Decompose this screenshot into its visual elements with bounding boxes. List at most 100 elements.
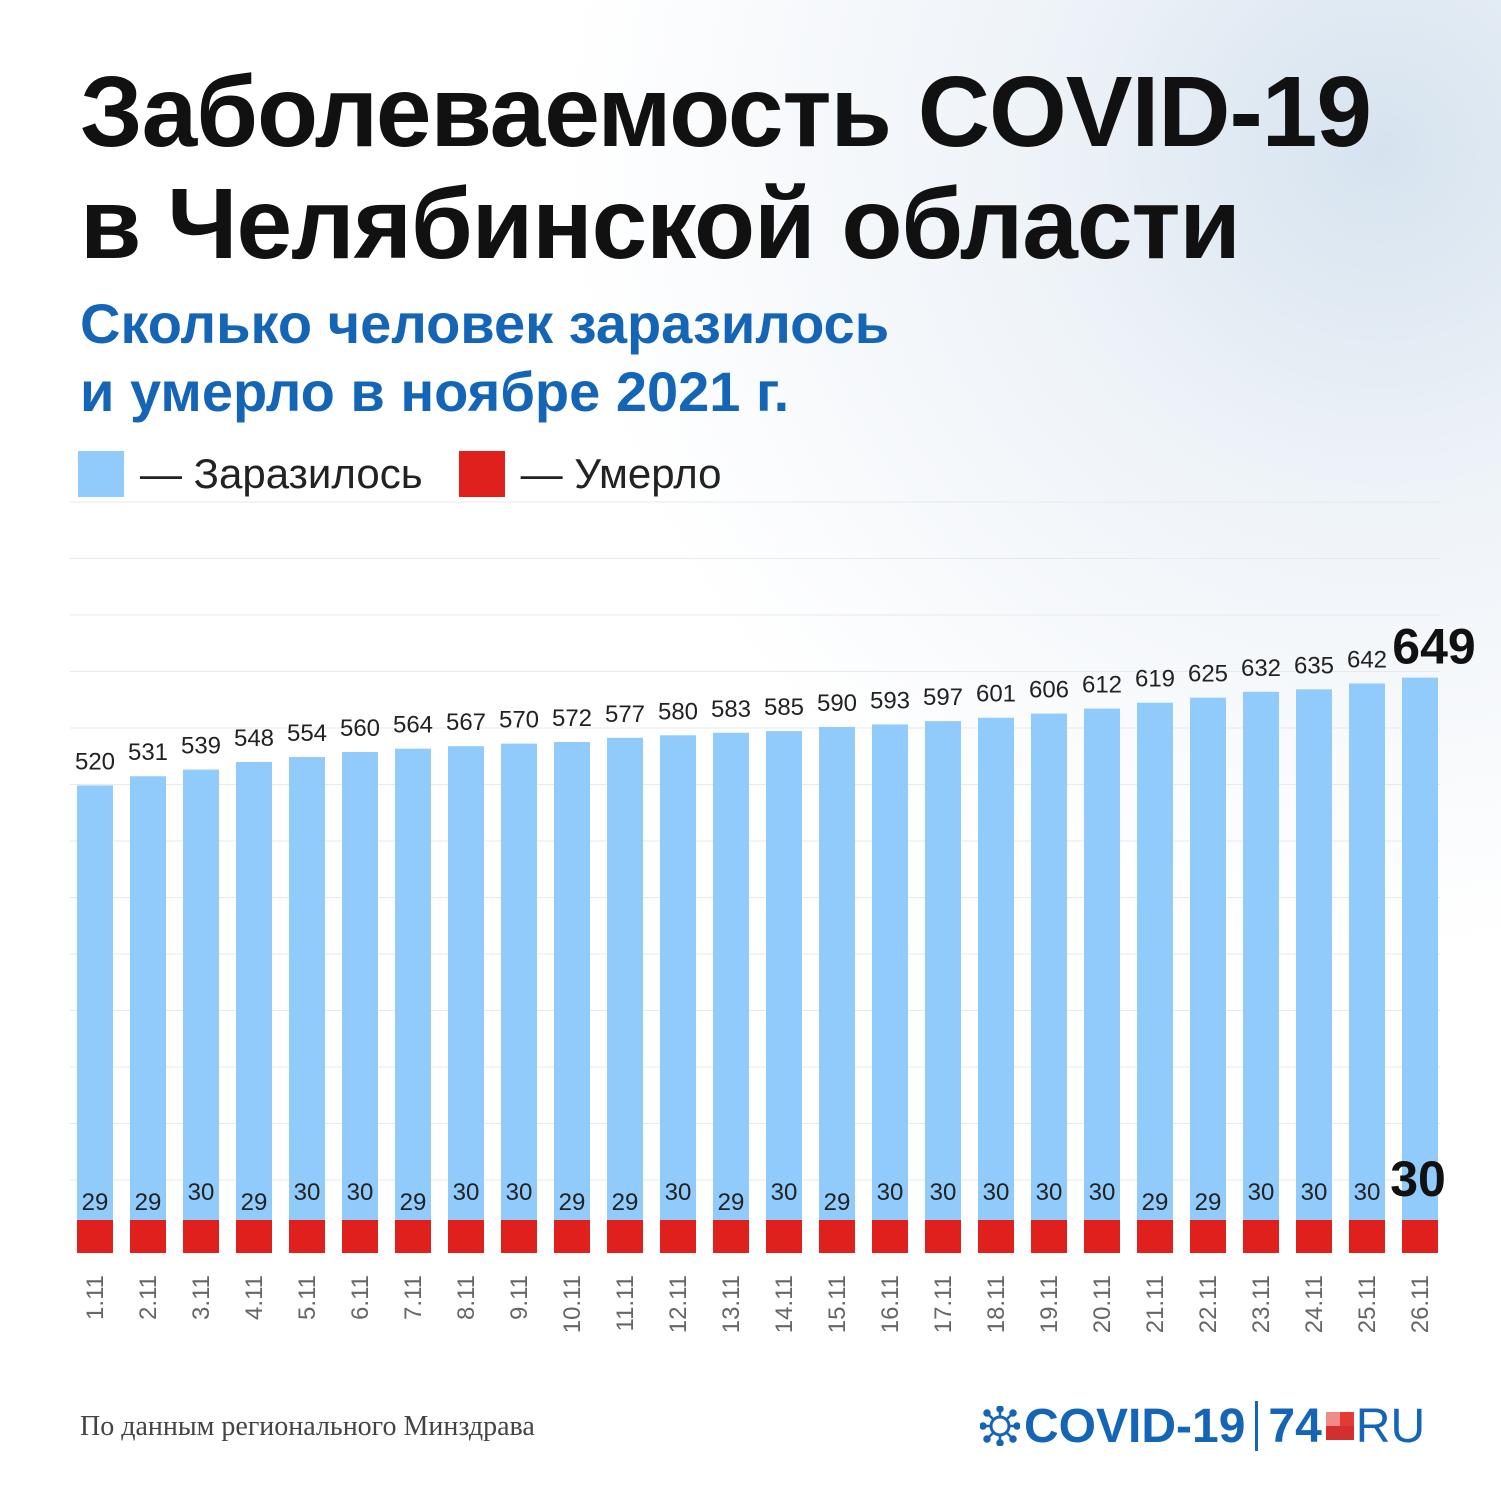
bar-infected	[1190, 697, 1226, 1220]
bar-infected	[872, 724, 908, 1220]
x-tick-label: 25.11	[1354, 1275, 1381, 1333]
data-label-infected: 520	[75, 748, 115, 775]
bar-infected	[1137, 702, 1173, 1220]
data-label-died: 29	[1142, 1189, 1169, 1216]
data-label-infected: 606	[1029, 677, 1069, 704]
data-label-infected: 564	[393, 712, 433, 739]
logo-ru-text: RU	[1355, 1399, 1426, 1453]
data-label-died: 29	[400, 1189, 427, 1216]
logo-74-text: 74	[1268, 1399, 1322, 1453]
x-tick-label: 20.11	[1089, 1275, 1116, 1333]
bar-infected	[1243, 691, 1279, 1220]
x-tick-label: 14.11	[771, 1275, 798, 1333]
bar-died	[77, 1220, 113, 1253]
bar-died	[978, 1220, 1014, 1253]
bar-died	[766, 1220, 802, 1253]
legend-item-infected: — Заразилось	[78, 450, 423, 498]
x-tick-label: 15.11	[824, 1275, 851, 1333]
x-tick-label: 24.11	[1301, 1275, 1328, 1333]
bar-died	[925, 1220, 961, 1253]
bar-infected	[978, 717, 1014, 1220]
bar-infected	[289, 757, 325, 1220]
data-label-infected: 601	[976, 681, 1016, 708]
bar-died	[183, 1220, 219, 1253]
data-label-died: 30	[294, 1179, 321, 1206]
data-label-died: 30	[1301, 1179, 1328, 1206]
bar-died	[236, 1220, 272, 1253]
legend-swatch-infected	[78, 451, 124, 497]
x-tick-label: 26.11	[1407, 1275, 1434, 1333]
data-label-infected: 590	[817, 690, 857, 717]
data-label-died: 29	[135, 1189, 162, 1216]
bar-died	[1296, 1220, 1332, 1253]
x-tick-label: 3.11	[188, 1275, 215, 1320]
x-tick-label: 4.11	[241, 1275, 268, 1320]
logo-covid-text: COVID-19	[1024, 1399, 1246, 1453]
data-label-infected: 619	[1135, 666, 1175, 693]
data-label-died: 30	[1354, 1179, 1381, 1206]
data-label-infected: 567	[446, 709, 486, 736]
bar-infected	[713, 732, 749, 1220]
data-label-died: 30	[188, 1179, 215, 1206]
bar-infected	[660, 735, 696, 1220]
bar-infected	[183, 769, 219, 1220]
covid-74ru-logo: COVID-19 74 RU	[980, 1396, 1425, 1456]
bar-infected	[342, 752, 378, 1220]
data-label-infected: 593	[870, 687, 910, 714]
data-label-infected: 577	[605, 701, 645, 728]
data-source: По данным регионального Минздрава	[80, 1411, 535, 1442]
bar-died	[660, 1220, 696, 1253]
bar-died	[1349, 1220, 1385, 1253]
x-tick-label: 7.11	[400, 1275, 427, 1320]
x-tick-label: 16.11	[877, 1275, 904, 1333]
x-tick-label: 5.11	[294, 1275, 321, 1320]
x-tick-label: 1.11	[82, 1275, 109, 1320]
bar-infected	[1296, 689, 1332, 1220]
virus-icon	[980, 1406, 1020, 1446]
chart-legend: — Заразилось — Умерло	[78, 448, 758, 500]
x-tick-label: 9.11	[506, 1275, 533, 1320]
page-subtitle: Сколько человек заразилось и умерло в но…	[80, 290, 1380, 426]
bar-died	[1402, 1220, 1438, 1253]
x-tick-label: 18.11	[983, 1275, 1010, 1333]
data-label-infected: 539	[181, 733, 221, 760]
data-label-infected: 649	[1392, 619, 1475, 675]
subtitle-line-2: и умерло в ноябре 2021 г.	[80, 360, 790, 423]
x-tick-label: 6.11	[347, 1275, 374, 1320]
data-label-died: 30	[347, 1179, 374, 1206]
data-label-died: 30	[506, 1179, 533, 1206]
data-label-died: 30	[877, 1179, 904, 1206]
logo-square-icon	[1325, 1412, 1354, 1440]
bar-infected	[554, 741, 590, 1220]
bar-died	[1031, 1220, 1067, 1253]
legend-label-died: — Умерло	[520, 450, 722, 497]
bar-died	[501, 1220, 537, 1253]
bar-died	[1084, 1220, 1120, 1253]
x-tick-label: 13.11	[718, 1275, 745, 1333]
data-label-infected: 531	[128, 739, 168, 766]
bar-died	[395, 1220, 431, 1253]
logo-separator	[1255, 1401, 1259, 1451]
bar-infected	[1402, 677, 1438, 1220]
bar-infected	[130, 776, 166, 1220]
bar-died	[819, 1220, 855, 1253]
data-label-died: 30	[771, 1179, 798, 1206]
bar-infected	[236, 762, 272, 1220]
data-label-infected: 597	[923, 684, 963, 711]
data-label-infected: 632	[1241, 655, 1281, 682]
data-label-died: 30	[983, 1179, 1010, 1206]
bar-died	[1137, 1220, 1173, 1253]
bar-infected	[607, 737, 643, 1220]
x-tick-label: 10.11	[559, 1275, 586, 1333]
page-title: Заболеваемость COVID-19 в Челябинской об…	[80, 56, 1480, 280]
title-line-2: в Челябинской области	[80, 168, 1241, 280]
bar-infected	[819, 726, 855, 1220]
data-label-infected: 560	[340, 715, 380, 742]
bar-infected	[1084, 708, 1120, 1220]
bar-infected	[77, 785, 113, 1220]
data-label-died: 29	[824, 1189, 851, 1216]
data-label-infected: 612	[1082, 672, 1122, 699]
legend-label-infected: — Заразилось	[140, 450, 423, 497]
bar-died	[607, 1220, 643, 1253]
bar-died	[130, 1220, 166, 1253]
